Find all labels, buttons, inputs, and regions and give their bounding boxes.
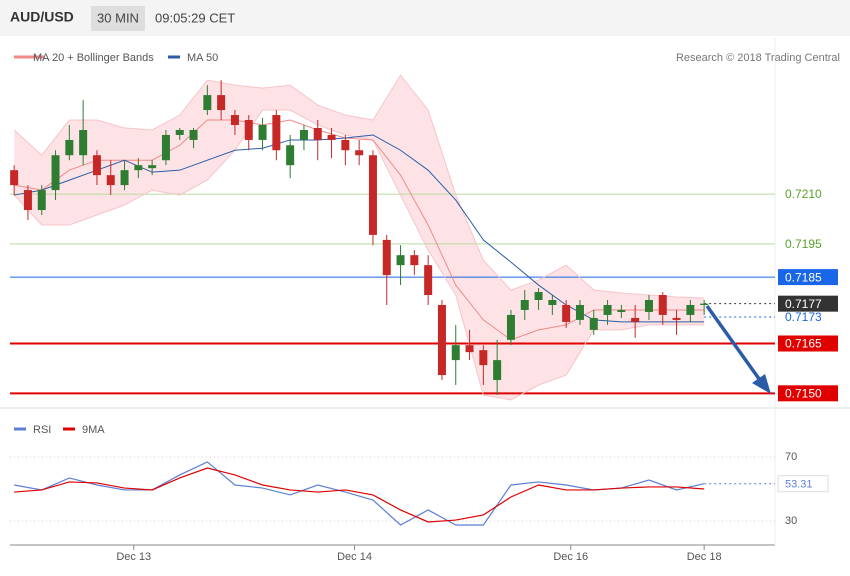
candle-body <box>148 165 157 169</box>
level-label: 0.7150 <box>785 386 822 400</box>
candle-body <box>672 317 681 320</box>
moving-average <box>14 134 705 323</box>
level-label: 0.7185 <box>785 270 822 284</box>
candle-body <box>189 129 198 140</box>
level-label: 0.7210 <box>785 187 822 201</box>
bollinger-band <box>14 75 705 400</box>
x-tick-label: Dec 13 <box>116 551 151 563</box>
candle-body <box>65 139 74 156</box>
candle-body <box>23 190 32 211</box>
x-tick-label: Dec 16 <box>553 551 588 563</box>
candle-body <box>548 300 557 305</box>
candle-body <box>258 125 267 140</box>
candle-body <box>686 304 695 315</box>
rsi-line <box>14 467 705 523</box>
candle-body <box>299 129 308 140</box>
candle-body <box>465 345 474 353</box>
candle-body <box>437 304 446 376</box>
x-tick-label: Dec 14 <box>337 551 372 563</box>
last-value-label: 53.31 <box>785 479 813 491</box>
x-tick-label: Dec 18 <box>687 551 722 563</box>
candle-body <box>230 115 239 126</box>
candle-body <box>382 239 391 276</box>
level-label: 0.7165 <box>785 337 822 351</box>
candle-body <box>506 314 515 340</box>
candle-body <box>617 309 626 312</box>
moving-average <box>14 119 705 341</box>
candle-body <box>203 95 212 111</box>
candle-body <box>286 145 295 166</box>
candle-body <box>534 292 543 301</box>
candle-body <box>658 295 667 315</box>
candle-body <box>161 134 170 161</box>
candle-body <box>575 304 584 320</box>
forecast-arrow <box>705 304 771 394</box>
bollinger-lower <box>13 109 705 401</box>
candle-body <box>327 134 336 140</box>
rsi-line <box>14 461 705 526</box>
candle-body <box>244 120 253 140</box>
candle-body <box>562 304 571 322</box>
y-tick-label: 70 <box>785 451 797 463</box>
candle-body <box>644 300 653 312</box>
candle-body <box>272 115 281 151</box>
candle-body <box>410 255 419 266</box>
candle-body <box>355 150 364 156</box>
candle-body <box>479 350 488 366</box>
interval: 30 MIN <box>97 10 139 25</box>
time: 09:05:29 CET <box>155 10 235 25</box>
candle-body <box>451 345 460 361</box>
candle-body <box>313 127 322 140</box>
candle-body <box>493 360 502 381</box>
candle-body <box>341 139 350 151</box>
candle-body <box>424 265 433 296</box>
symbol: AUD/USD <box>10 9 74 25</box>
candle-body <box>106 175 115 186</box>
candle-body <box>92 155 101 176</box>
candle-body <box>134 165 143 171</box>
level-box <box>778 385 838 402</box>
legend-label: MA 50 <box>187 52 218 64</box>
candle-body <box>589 317 598 330</box>
level-label: 0.7173 <box>785 310 822 324</box>
legend-label: MA 20 + Bollinger Bands <box>33 52 154 64</box>
level-box <box>778 269 838 286</box>
candle-body <box>368 155 377 235</box>
interval-box <box>91 6 145 31</box>
level-box <box>778 295 838 312</box>
last-value-box <box>777 475 829 493</box>
candle-body <box>603 304 612 315</box>
candle-body <box>631 317 640 322</box>
candle-body <box>175 129 184 135</box>
candle-body <box>10 170 19 186</box>
legend-label: 9MA <box>82 424 105 436</box>
y-tick-label: 30 <box>785 515 797 527</box>
bollinger-upper <box>13 74 705 299</box>
level-label: 0.7177 <box>785 297 822 311</box>
candle-body <box>217 95 226 111</box>
candle-body <box>520 300 529 310</box>
candle-body <box>396 255 405 266</box>
candle-body <box>120 170 129 186</box>
level-label: 0.7195 <box>785 237 822 251</box>
candle-body <box>51 155 60 191</box>
attribution: Research © 2018 Trading Central <box>676 52 840 64</box>
candle-body <box>37 190 46 211</box>
candle-body <box>79 129 88 156</box>
level-box <box>778 335 838 352</box>
legend-label: RSI <box>33 424 51 436</box>
candle-body <box>700 303 709 305</box>
